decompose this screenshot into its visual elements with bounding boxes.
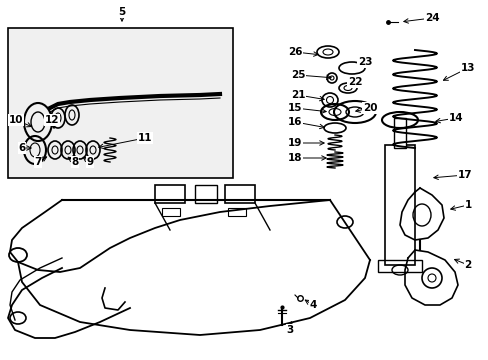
- Text: 17: 17: [457, 170, 471, 180]
- Text: 26: 26: [287, 47, 302, 57]
- Text: 25: 25: [290, 70, 305, 80]
- Text: 11: 11: [138, 133, 152, 143]
- Text: 1: 1: [464, 200, 470, 210]
- Text: 13: 13: [460, 63, 474, 73]
- Text: 16: 16: [287, 117, 302, 127]
- Bar: [155, 185, 184, 203]
- Text: 3: 3: [286, 325, 293, 335]
- Bar: [8, 28, 232, 178]
- Text: 22: 22: [347, 77, 362, 87]
- Text: 5: 5: [118, 7, 125, 17]
- Text: 23: 23: [357, 57, 371, 67]
- Text: 15: 15: [287, 103, 302, 113]
- Text: 20: 20: [362, 103, 376, 113]
- Text: 9: 9: [86, 157, 93, 167]
- Text: 10: 10: [9, 115, 23, 125]
- Bar: [224, 185, 254, 203]
- Text: 2: 2: [464, 260, 470, 270]
- Text: 8: 8: [71, 157, 79, 167]
- Bar: [384, 145, 414, 265]
- Text: 18: 18: [287, 153, 302, 163]
- Text: 7: 7: [34, 157, 41, 167]
- Text: 21: 21: [290, 90, 305, 100]
- Text: 4: 4: [309, 300, 316, 310]
- Text: 12: 12: [45, 115, 59, 125]
- Bar: [227, 208, 245, 216]
- Bar: [377, 260, 421, 272]
- Bar: [195, 185, 217, 203]
- Text: 19: 19: [287, 138, 302, 148]
- Text: 6: 6: [19, 143, 25, 153]
- Text: 14: 14: [448, 113, 462, 123]
- Bar: [162, 208, 180, 216]
- Text: 24: 24: [424, 13, 438, 23]
- Bar: [393, 118, 405, 148]
